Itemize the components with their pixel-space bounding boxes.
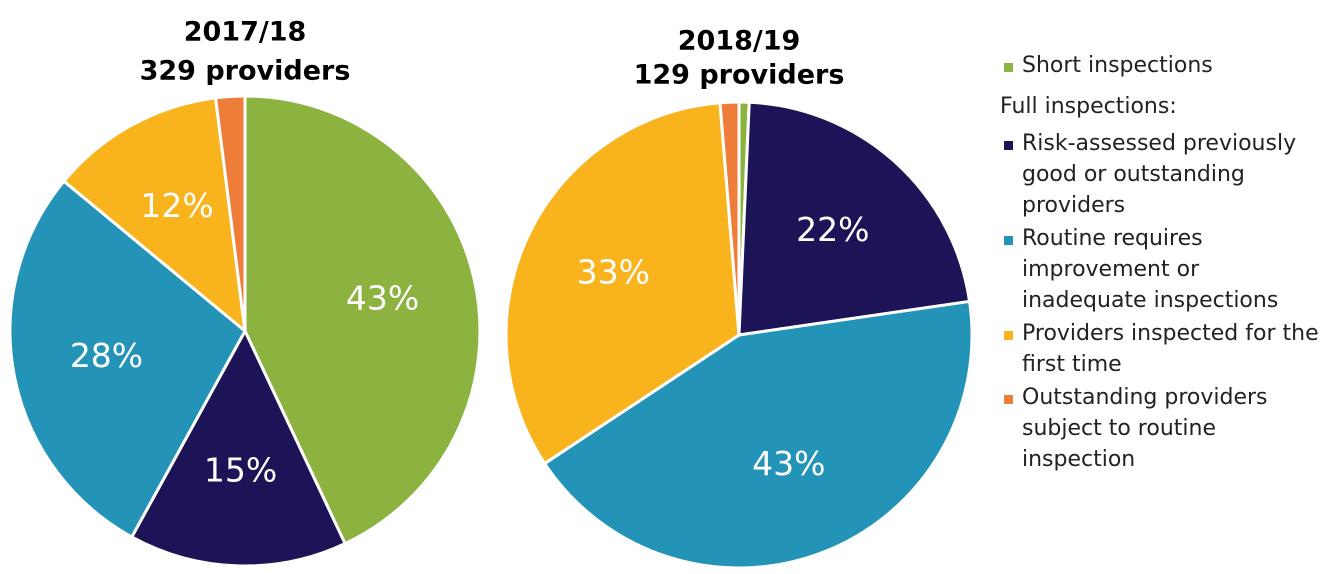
value-label: 28% — [70, 336, 143, 375]
legend-swatch — [1004, 141, 1013, 150]
value-label: 12% — [140, 186, 213, 225]
legend-item: Providers inspected for the first time — [1000, 318, 1322, 380]
legend-item: Routine requires improvement or inadequa… — [1000, 223, 1322, 316]
legend-label: Outstanding providers subject to routine… — [1022, 385, 1268, 472]
value-label: 43% — [752, 444, 825, 483]
legend-label: Providers inspected for the first time — [1022, 321, 1319, 377]
legend-heading: Full inspections: — [1000, 94, 1177, 119]
pie-slice — [542, 299, 974, 570]
legend-item: Outstanding providers subject to routine… — [1000, 382, 1322, 475]
value-label: 43% — [346, 279, 419, 318]
pie-slice — [8, 179, 247, 539]
chart-title: 2017/18 — [184, 17, 307, 48]
chart-subtitle: 129 providers — [634, 60, 845, 91]
pie-slice — [213, 94, 247, 332]
legend-label: Short inspections — [1022, 53, 1213, 78]
value-label: 15% — [204, 450, 277, 489]
pie-slice — [718, 100, 741, 336]
pie-slice — [129, 327, 348, 568]
legend-label: Risk-assessed previously good or outstan… — [1022, 131, 1297, 218]
value-label: 22% — [796, 210, 869, 249]
pie-slice — [504, 101, 741, 466]
legend-item: Risk-assessed previously good or outstan… — [1000, 128, 1322, 221]
legend-item: Short inspections — [1000, 50, 1322, 81]
pie-slice — [737, 100, 972, 337]
pie-slice — [243, 94, 482, 546]
legend-swatch — [1004, 395, 1013, 404]
legend-swatch — [1004, 63, 1013, 72]
legend: Short inspections Full inspections: Risk-a… — [1000, 50, 1322, 477]
chart-subtitle: 329 providers — [140, 56, 351, 87]
legend-swatch — [1004, 331, 1013, 340]
pie-slice — [61, 96, 247, 335]
legend-swatch — [1004, 236, 1013, 245]
legend-label: Routine requires improvement or inadequa… — [1022, 226, 1279, 313]
value-label: 33% — [577, 252, 650, 291]
chart-title: 2018/19 — [678, 26, 801, 57]
